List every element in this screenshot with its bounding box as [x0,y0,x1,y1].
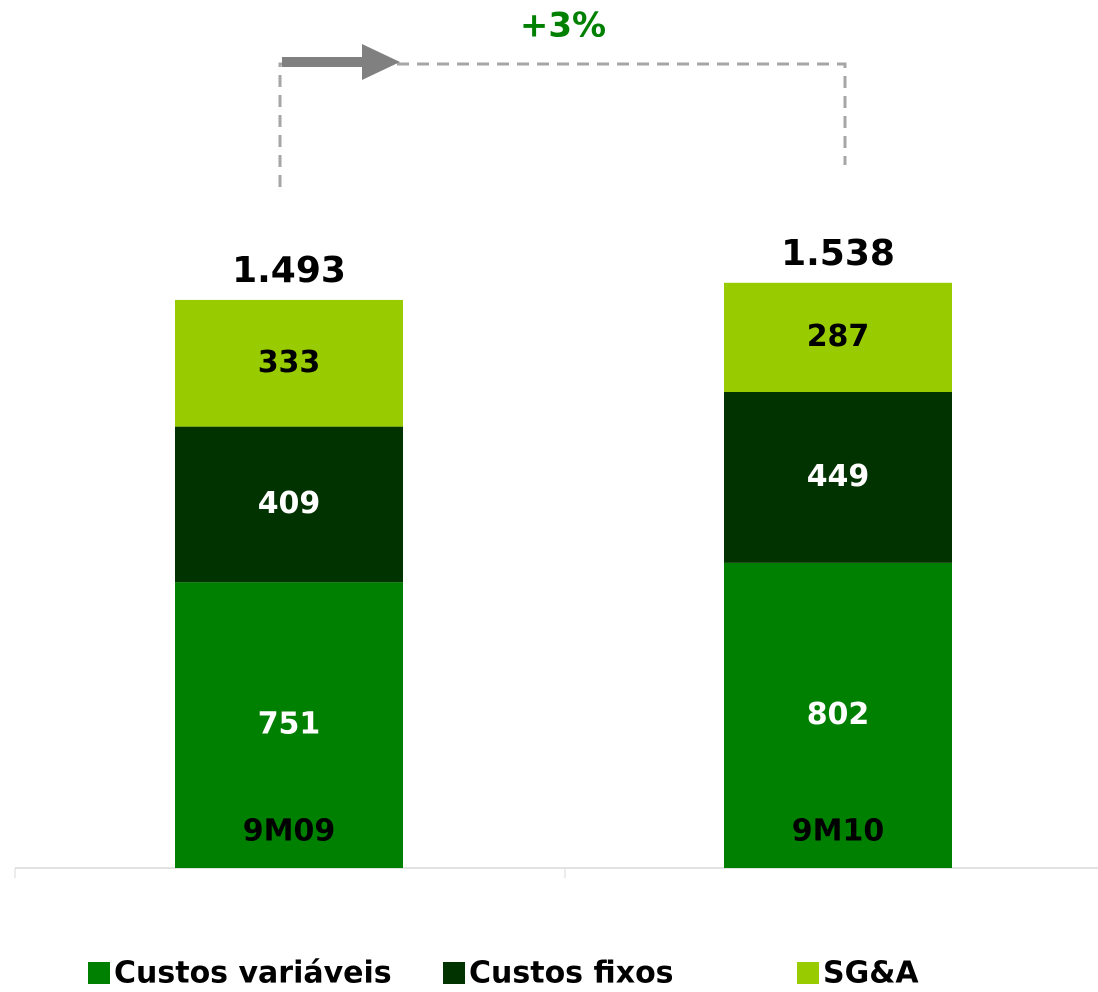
data-label: 333 [258,345,321,380]
legend-swatch [88,962,110,984]
bar-segment [175,582,403,868]
data-label: 802 [807,697,870,732]
arrow-head [362,44,400,80]
data-label: 751 [258,707,321,742]
data-label: 409 [258,486,321,521]
total-label: 1.493 [232,250,346,291]
bar-segment [175,299,403,427]
data-label: 287 [807,319,870,354]
bar-segment [724,282,952,392]
bar-segment [724,391,952,563]
bar-segment [175,426,403,583]
bracket-line [278,62,847,187]
data-label: 449 [807,459,870,494]
growth-annotation: +3% [520,6,606,46]
legend-swatch [797,962,819,984]
x-tick-label: 9M10 [792,814,884,849]
legend-swatch [443,962,465,984]
growth-bracket [278,44,847,187]
legend-label: Custos variáveis [114,956,392,991]
legend-label: Custos fixos [469,956,674,991]
total-label: 1.538 [781,233,895,274]
bar-segment [724,562,952,868]
x-tick-label: 9M09 [243,814,335,849]
legend-label: SG&A [823,956,919,991]
